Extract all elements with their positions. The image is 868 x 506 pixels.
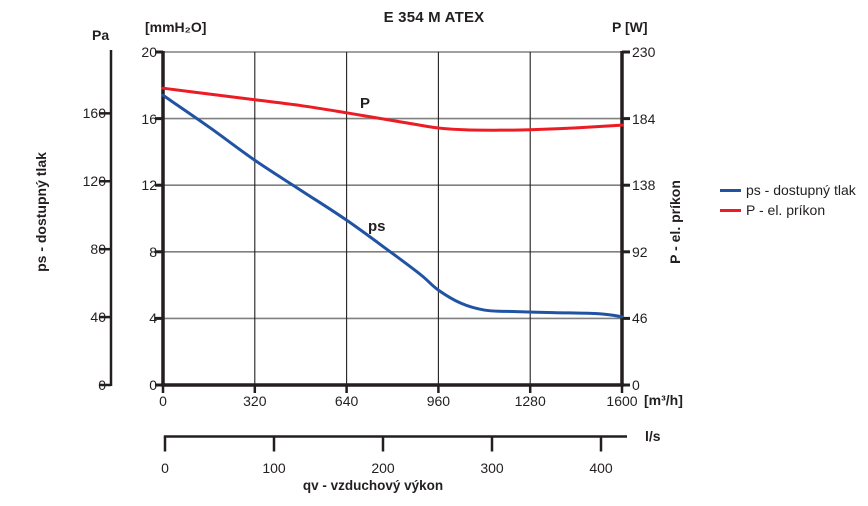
legend-label-ps: ps - dostupný tlak xyxy=(746,182,856,198)
watt-axis-unit: P [W] xyxy=(612,19,648,35)
mmh2o-tick-label: 4 xyxy=(149,310,157,327)
ls-axis-unit: l/s xyxy=(645,428,661,444)
ls-tick-label: 0 xyxy=(161,460,169,476)
series-p-curve xyxy=(161,86,624,132)
watt-tick-label: 230 xyxy=(632,44,656,60)
curve-label-p: P xyxy=(360,95,371,112)
pa-axis-unit: Pa xyxy=(92,27,110,43)
x-axis-title: qv - vzduchový výkon xyxy=(302,478,444,493)
right-axis-title: P - el. príkon xyxy=(667,180,683,264)
legend-label-p: P - el. príkon xyxy=(746,202,826,218)
flow-tick-label: 320 xyxy=(243,393,267,409)
pa-tick-label: 120 xyxy=(82,173,106,190)
left-axis-title: ps - dostupný tlak xyxy=(33,152,49,272)
watt-tick-label: 138 xyxy=(632,177,656,194)
pa-tick-label: 80 xyxy=(90,241,106,258)
flow-tick-label: 1600 xyxy=(606,393,638,409)
ps-line-swatch xyxy=(720,188,741,192)
mmh2o-tick-label: 8 xyxy=(149,243,157,260)
legend-item-p: P - el. príkon xyxy=(720,200,856,220)
ls-tick-label: 100 xyxy=(262,460,286,476)
pa-tick-label: 0 xyxy=(98,377,106,393)
flow-tick-label: 640 xyxy=(334,393,359,409)
chart-title: E 354 M ATEX xyxy=(383,9,485,26)
mmh2o-tick-label: 20 xyxy=(141,44,157,60)
mmh2o-tick-label: 12 xyxy=(141,177,157,194)
flow-axis-unit: [m³/h] xyxy=(644,392,683,408)
mmh2o-tick-label: 16 xyxy=(141,110,157,127)
flow-tick-label: 960 xyxy=(426,393,451,409)
mmh2o-axis-unit: [mmH₂O] xyxy=(145,19,207,35)
curve-label-ps: ps xyxy=(368,218,386,235)
mmh2o-tick-label: 0 xyxy=(149,377,157,393)
watt-tick-label: 0 xyxy=(632,377,640,393)
flow-tick-label: 0 xyxy=(159,393,167,409)
ls-tick-label: 300 xyxy=(480,460,504,476)
ls-tick-label: 200 xyxy=(371,460,395,476)
series-ps-curve xyxy=(161,93,624,319)
watt-tick-label: 184 xyxy=(632,110,656,127)
watt-tick-label: 46 xyxy=(632,310,648,327)
pa-tick-label: 40 xyxy=(90,309,106,326)
legend-item-ps: ps - dostupný tlak xyxy=(720,180,856,200)
ls-tick-label: 400 xyxy=(589,460,613,476)
watt-tick-label: 92 xyxy=(632,243,648,260)
p-line-swatch xyxy=(720,208,741,212)
legend: ps - dostupný tlak P - el. príkon xyxy=(720,180,856,220)
flow-tick-label: 1280 xyxy=(514,393,546,409)
pa-tick-label: 160 xyxy=(82,105,106,122)
